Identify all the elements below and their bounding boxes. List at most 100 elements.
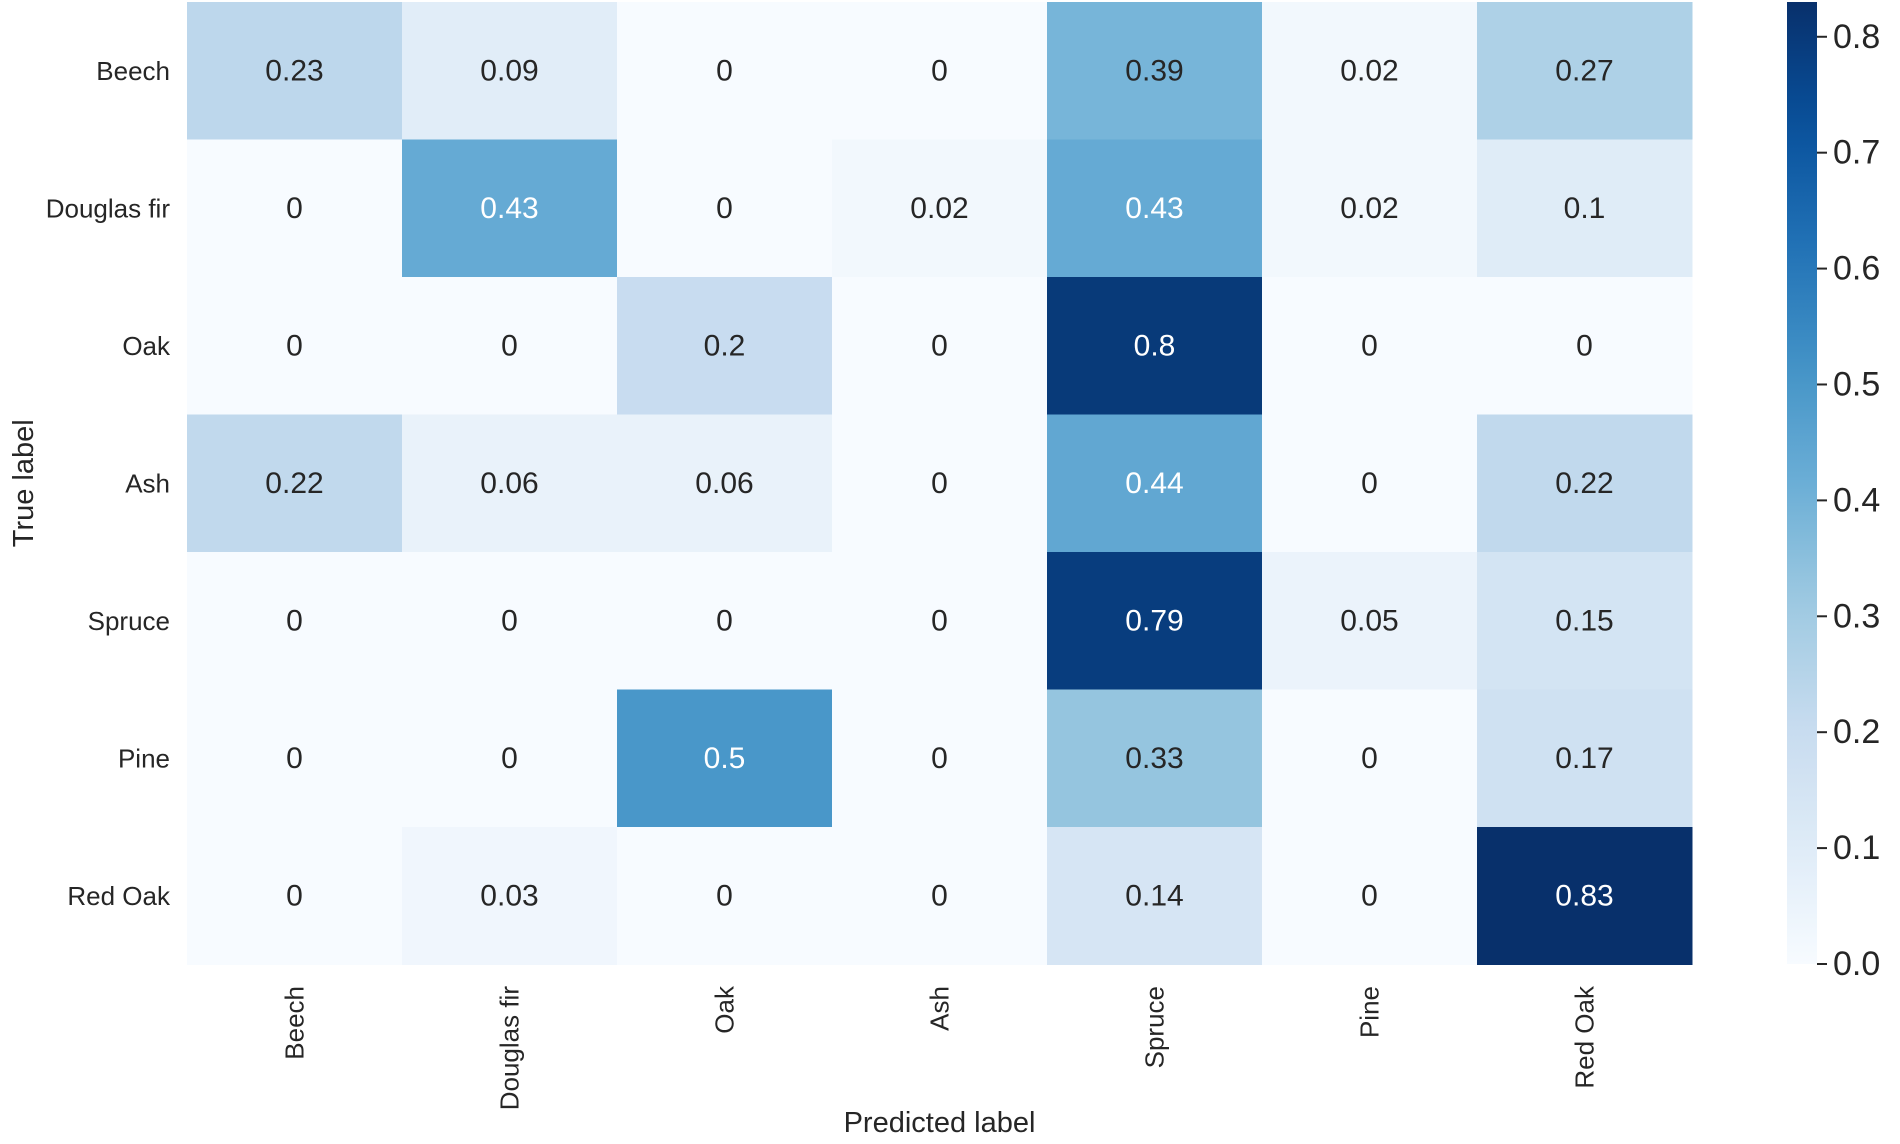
cell-value-label: 0.22 <box>265 467 323 500</box>
cell-value-label: 0.5 <box>704 742 746 775</box>
heatmap-cell <box>402 689 618 828</box>
x-tick-label: Spruce <box>1140 986 1170 1068</box>
cell-value-label: 0 <box>286 192 303 225</box>
cell-value-label: 0.43 <box>480 192 538 225</box>
heatmap-cell <box>1047 414 1263 553</box>
cell-value-label: 0 <box>501 329 518 362</box>
heatmap-cell <box>1047 827 1263 965</box>
heatmap-cell <box>402 139 618 278</box>
cells-layer <box>187 2 1693 965</box>
heatmap-cell <box>187 827 403 965</box>
heatmap-cell <box>1047 552 1263 690</box>
cell-value-label: 0.2 <box>704 329 746 362</box>
colorbar-tick-label: 0.2 <box>1833 713 1880 751</box>
cell-value-label: 0 <box>931 467 948 500</box>
cell-value-label: 0.02 <box>1340 54 1398 87</box>
cell-value-label: 0.06 <box>695 467 753 500</box>
heatmap-cell <box>1477 139 1693 278</box>
heatmap-cell <box>1047 689 1263 828</box>
x-tick-label: Oak <box>710 985 740 1034</box>
cell-value-label: 0 <box>931 604 948 637</box>
cell-value-label: 0.09 <box>480 54 538 87</box>
y-tick-labels: Beech Douglas fir Oak Ash Spruce Pine Red Oak <box>46 56 171 911</box>
heatmap-cell <box>187 2 403 140</box>
cell-value-label: 0 <box>1361 742 1378 775</box>
colorbar-tick-label: 0.3 <box>1833 597 1880 635</box>
heatmap-cell <box>617 277 833 415</box>
cell-value-label: 0.03 <box>480 879 538 912</box>
heatmap-cell <box>832 827 1048 965</box>
heatmap-cell <box>617 139 833 278</box>
heatmap-cell <box>1477 552 1693 690</box>
cell-value-label: 0.15 <box>1555 604 1613 637</box>
cell-value-label: 0 <box>716 879 733 912</box>
heatmap-cell <box>187 277 403 415</box>
cell-value-label: 0.06 <box>480 467 538 500</box>
x-tick-label: Beech <box>280 986 310 1060</box>
cell-value-label: 0.79 <box>1125 604 1183 637</box>
cell-value-label: 0 <box>501 742 518 775</box>
cell-value-label: 0 <box>286 742 303 775</box>
heatmap-cell <box>187 689 403 828</box>
heatmap-cell <box>617 689 833 828</box>
heatmap-cell <box>1477 689 1693 828</box>
cell-value-label: 0 <box>286 604 303 637</box>
heatmap-cell <box>832 277 1048 415</box>
cell-value-label: 0.05 <box>1340 604 1398 637</box>
heatmap-cell <box>402 552 618 690</box>
heatmap-cell <box>617 552 833 690</box>
heatmap-cell <box>832 139 1048 278</box>
y-tick-label: Red Oak <box>67 881 171 911</box>
cell-value-label: 0.39 <box>1125 54 1183 87</box>
heatmap-cell <box>402 2 618 140</box>
cell-value-label: 0.44 <box>1125 467 1183 500</box>
colorbar-ticks: 0.0 0.1 0.2 0.3 0.4 0.5 0.6 0.7 0.8 <box>1817 18 1880 983</box>
heatmap-cell <box>1477 414 1693 553</box>
cell-value-label: 0.8 <box>1134 329 1176 362</box>
y-tick-label: Spruce <box>88 606 170 636</box>
cell-labels-layer: 0.23 0.09 0 0 0.39 0.02 0.27 0 0.43 0 0.02 0.43 0.02… <box>265 54 1613 912</box>
colorbar <box>1787 2 1817 964</box>
cell-value-label: 0 <box>1361 467 1378 500</box>
x-tick-label: Douglas fir <box>495 986 525 1111</box>
heatmap-cell <box>1477 277 1693 415</box>
y-tick-label: Beech <box>96 56 170 86</box>
heatmap-cell <box>1262 827 1478 965</box>
cell-value-label: 0 <box>716 604 733 637</box>
cell-value-label: 0.43 <box>1125 192 1183 225</box>
y-tick-label: Ash <box>125 468 170 498</box>
colorbar-tick-label: 0.1 <box>1833 829 1880 867</box>
heatmap-cell <box>617 827 833 965</box>
cell-value-label: 0.83 <box>1555 879 1613 912</box>
cell-value-label: 0.27 <box>1555 54 1613 87</box>
heatmap-cell <box>1262 689 1478 828</box>
x-axis-title: Predicted label <box>844 1107 1036 1139</box>
cell-value-label: 0 <box>931 329 948 362</box>
heatmap-cell <box>617 2 833 140</box>
cell-value-label: 0.02 <box>910 192 968 225</box>
cell-value-label: 0.23 <box>265 54 323 87</box>
cell-value-label: 0 <box>716 192 733 225</box>
y-axis-title: True label <box>8 419 40 547</box>
cell-value-label: 0.1 <box>1564 192 1606 225</box>
x-tick-label: Pine <box>1355 986 1385 1038</box>
x-tick-label: Ash <box>925 986 955 1031</box>
heatmap-cell <box>617 414 833 553</box>
heatmap-cell <box>187 139 403 278</box>
heatmap-cell <box>832 414 1048 553</box>
cell-value-label: 0.33 <box>1125 742 1183 775</box>
heatmap-cell <box>402 277 618 415</box>
heatmap-cell <box>1047 2 1263 140</box>
heatmap-cell <box>402 827 618 965</box>
heatmap-cell <box>1262 552 1478 690</box>
cell-value-label: 0 <box>1576 329 1593 362</box>
colorbar-tick-label: 0.8 <box>1833 18 1880 56</box>
heatmap-cell <box>1262 277 1478 415</box>
cell-value-label: 0 <box>501 604 518 637</box>
heatmap-cell <box>402 414 618 553</box>
colorbar-tick-label: 0.5 <box>1833 365 1880 403</box>
heatmap-cell <box>1262 414 1478 553</box>
y-tick-label: Oak <box>122 331 171 361</box>
y-tick-label: Douglas fir <box>46 193 171 223</box>
